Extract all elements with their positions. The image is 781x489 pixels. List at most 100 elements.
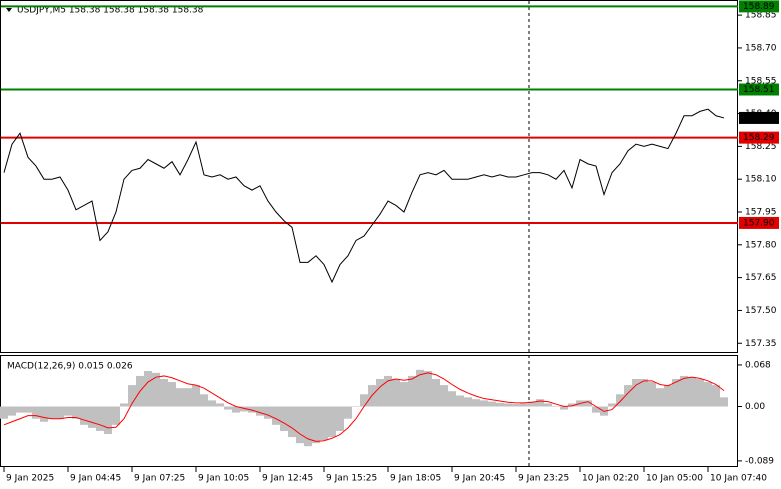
macd-bar bbox=[56, 406, 64, 419]
level-price-box bbox=[739, 0, 779, 13]
macd-bar bbox=[208, 400, 216, 407]
macd-bar bbox=[232, 406, 240, 413]
x-tick-label: 9 Jan 12:45 bbox=[262, 474, 313, 484]
symbol-menu-icon[interactable] bbox=[6, 8, 12, 12]
x-tick-label: 9 Jan 15:25 bbox=[326, 474, 377, 484]
macd-bar bbox=[640, 379, 648, 407]
macd-bar bbox=[528, 401, 536, 407]
macd-bar bbox=[552, 406, 560, 407]
macd-bar bbox=[648, 382, 656, 407]
macd-bar bbox=[408, 375, 416, 407]
macd-bar bbox=[312, 406, 320, 444]
macd-bar bbox=[568, 403, 576, 407]
y-tick-label: 158.85 bbox=[745, 11, 777, 21]
macd-bar bbox=[720, 397, 728, 407]
macd-bar bbox=[176, 388, 184, 407]
macd-bar bbox=[264, 406, 272, 419]
level-price-label: 158.89 bbox=[743, 2, 775, 12]
macd-bar bbox=[72, 406, 80, 419]
macd-bar bbox=[168, 382, 176, 407]
macd-bar bbox=[32, 406, 40, 419]
macd-bar bbox=[48, 406, 56, 419]
macd-bar bbox=[480, 400, 488, 407]
last-price-box bbox=[739, 111, 779, 124]
macd-bar bbox=[200, 394, 208, 407]
macd-bar bbox=[24, 406, 32, 413]
y-tick-label: 157.80 bbox=[745, 240, 777, 250]
macd-bar bbox=[64, 406, 72, 416]
y-tick-label: 0.068 bbox=[745, 360, 771, 370]
macd-bar bbox=[384, 375, 392, 407]
x-tick-label: 10 Jan 05:00 bbox=[646, 474, 703, 484]
macd-bar bbox=[488, 401, 496, 407]
price-line bbox=[3, 108, 725, 284]
macd-bar bbox=[16, 406, 24, 413]
macd-bar bbox=[680, 375, 688, 407]
macd-bar bbox=[664, 385, 672, 407]
x-tick-label: 10 Jan 02:20 bbox=[582, 474, 639, 484]
macd-bar bbox=[632, 379, 640, 407]
x-tick-label: 9 Jan 18:05 bbox=[390, 474, 441, 484]
macd-bar bbox=[128, 385, 136, 407]
x-tick-label: 10 Jan 07:40 bbox=[710, 474, 767, 484]
macd-bar bbox=[584, 400, 592, 407]
y-tick-label: 158.10 bbox=[745, 175, 777, 185]
macd-bar bbox=[304, 406, 312, 447]
macd-bar bbox=[320, 406, 328, 441]
macd-bar bbox=[504, 403, 512, 407]
macd-bar bbox=[296, 406, 304, 444]
y-tick-label: 157.65 bbox=[745, 273, 777, 283]
macd-bar bbox=[96, 406, 104, 431]
macd-bar bbox=[288, 406, 296, 438]
y-tick-label: 157.95 bbox=[745, 208, 777, 218]
macd-bar bbox=[352, 406, 360, 407]
y-tick-label: 157.35 bbox=[745, 339, 777, 349]
macd-bar bbox=[256, 406, 264, 416]
y-tick-label: 158.55 bbox=[745, 76, 777, 86]
macd-bar bbox=[472, 399, 480, 407]
macd-bar bbox=[88, 406, 96, 428]
macd-bar bbox=[224, 406, 232, 410]
macd-bar bbox=[696, 379, 704, 407]
macd-bar bbox=[240, 406, 248, 412]
level-price-box bbox=[739, 216, 779, 229]
macd-bar bbox=[160, 379, 168, 407]
macd-bar bbox=[216, 403, 224, 407]
macd-bar bbox=[272, 406, 280, 425]
y-tick-label: 0.00 bbox=[745, 402, 765, 412]
macd-bar bbox=[608, 403, 616, 407]
level-price-label: 158.29 bbox=[743, 133, 775, 143]
signal-line bbox=[3, 372, 725, 442]
macd-bar bbox=[248, 406, 256, 413]
x-tick-label: 9 Jan 10:05 bbox=[198, 474, 249, 484]
level-price-label: 157.90 bbox=[743, 218, 775, 228]
symbol-title: USDJPY,M5 158.38 158.38 158.38 158.38 bbox=[17, 6, 204, 16]
macd-bar bbox=[712, 385, 720, 407]
macd-bar bbox=[40, 406, 48, 422]
macd-bar bbox=[80, 406, 88, 425]
macd-bar bbox=[144, 371, 152, 407]
macd-bar bbox=[536, 399, 544, 407]
macd-bar bbox=[416, 369, 424, 407]
x-tick-label: 9 Jan 04:45 bbox=[70, 474, 121, 484]
macd-bar bbox=[336, 406, 344, 431]
macd-bar bbox=[360, 394, 368, 407]
y-tick-label: 158.70 bbox=[745, 43, 777, 53]
macd-bar bbox=[624, 385, 632, 407]
level-price-box bbox=[739, 131, 779, 144]
macd-bar bbox=[544, 403, 552, 407]
macd-bar bbox=[376, 379, 384, 407]
x-tick-label: 9 Jan 07:25 bbox=[134, 474, 185, 484]
level-price-label: 158.51 bbox=[743, 85, 775, 95]
macd-bar bbox=[280, 406, 288, 431]
y-tick-label: 158.25 bbox=[745, 142, 777, 152]
level-price-box bbox=[739, 83, 779, 96]
y-tick-label: 157.50 bbox=[745, 306, 777, 316]
macd-bar bbox=[392, 379, 400, 407]
macd-title: MACD(12,26,9) 0.015 0.026 bbox=[7, 362, 133, 372]
y-tick-label: -0.089 bbox=[745, 456, 774, 466]
macd-bar bbox=[672, 379, 680, 407]
last-price-label: 158.38 bbox=[743, 113, 775, 123]
macd-bar bbox=[8, 406, 16, 416]
